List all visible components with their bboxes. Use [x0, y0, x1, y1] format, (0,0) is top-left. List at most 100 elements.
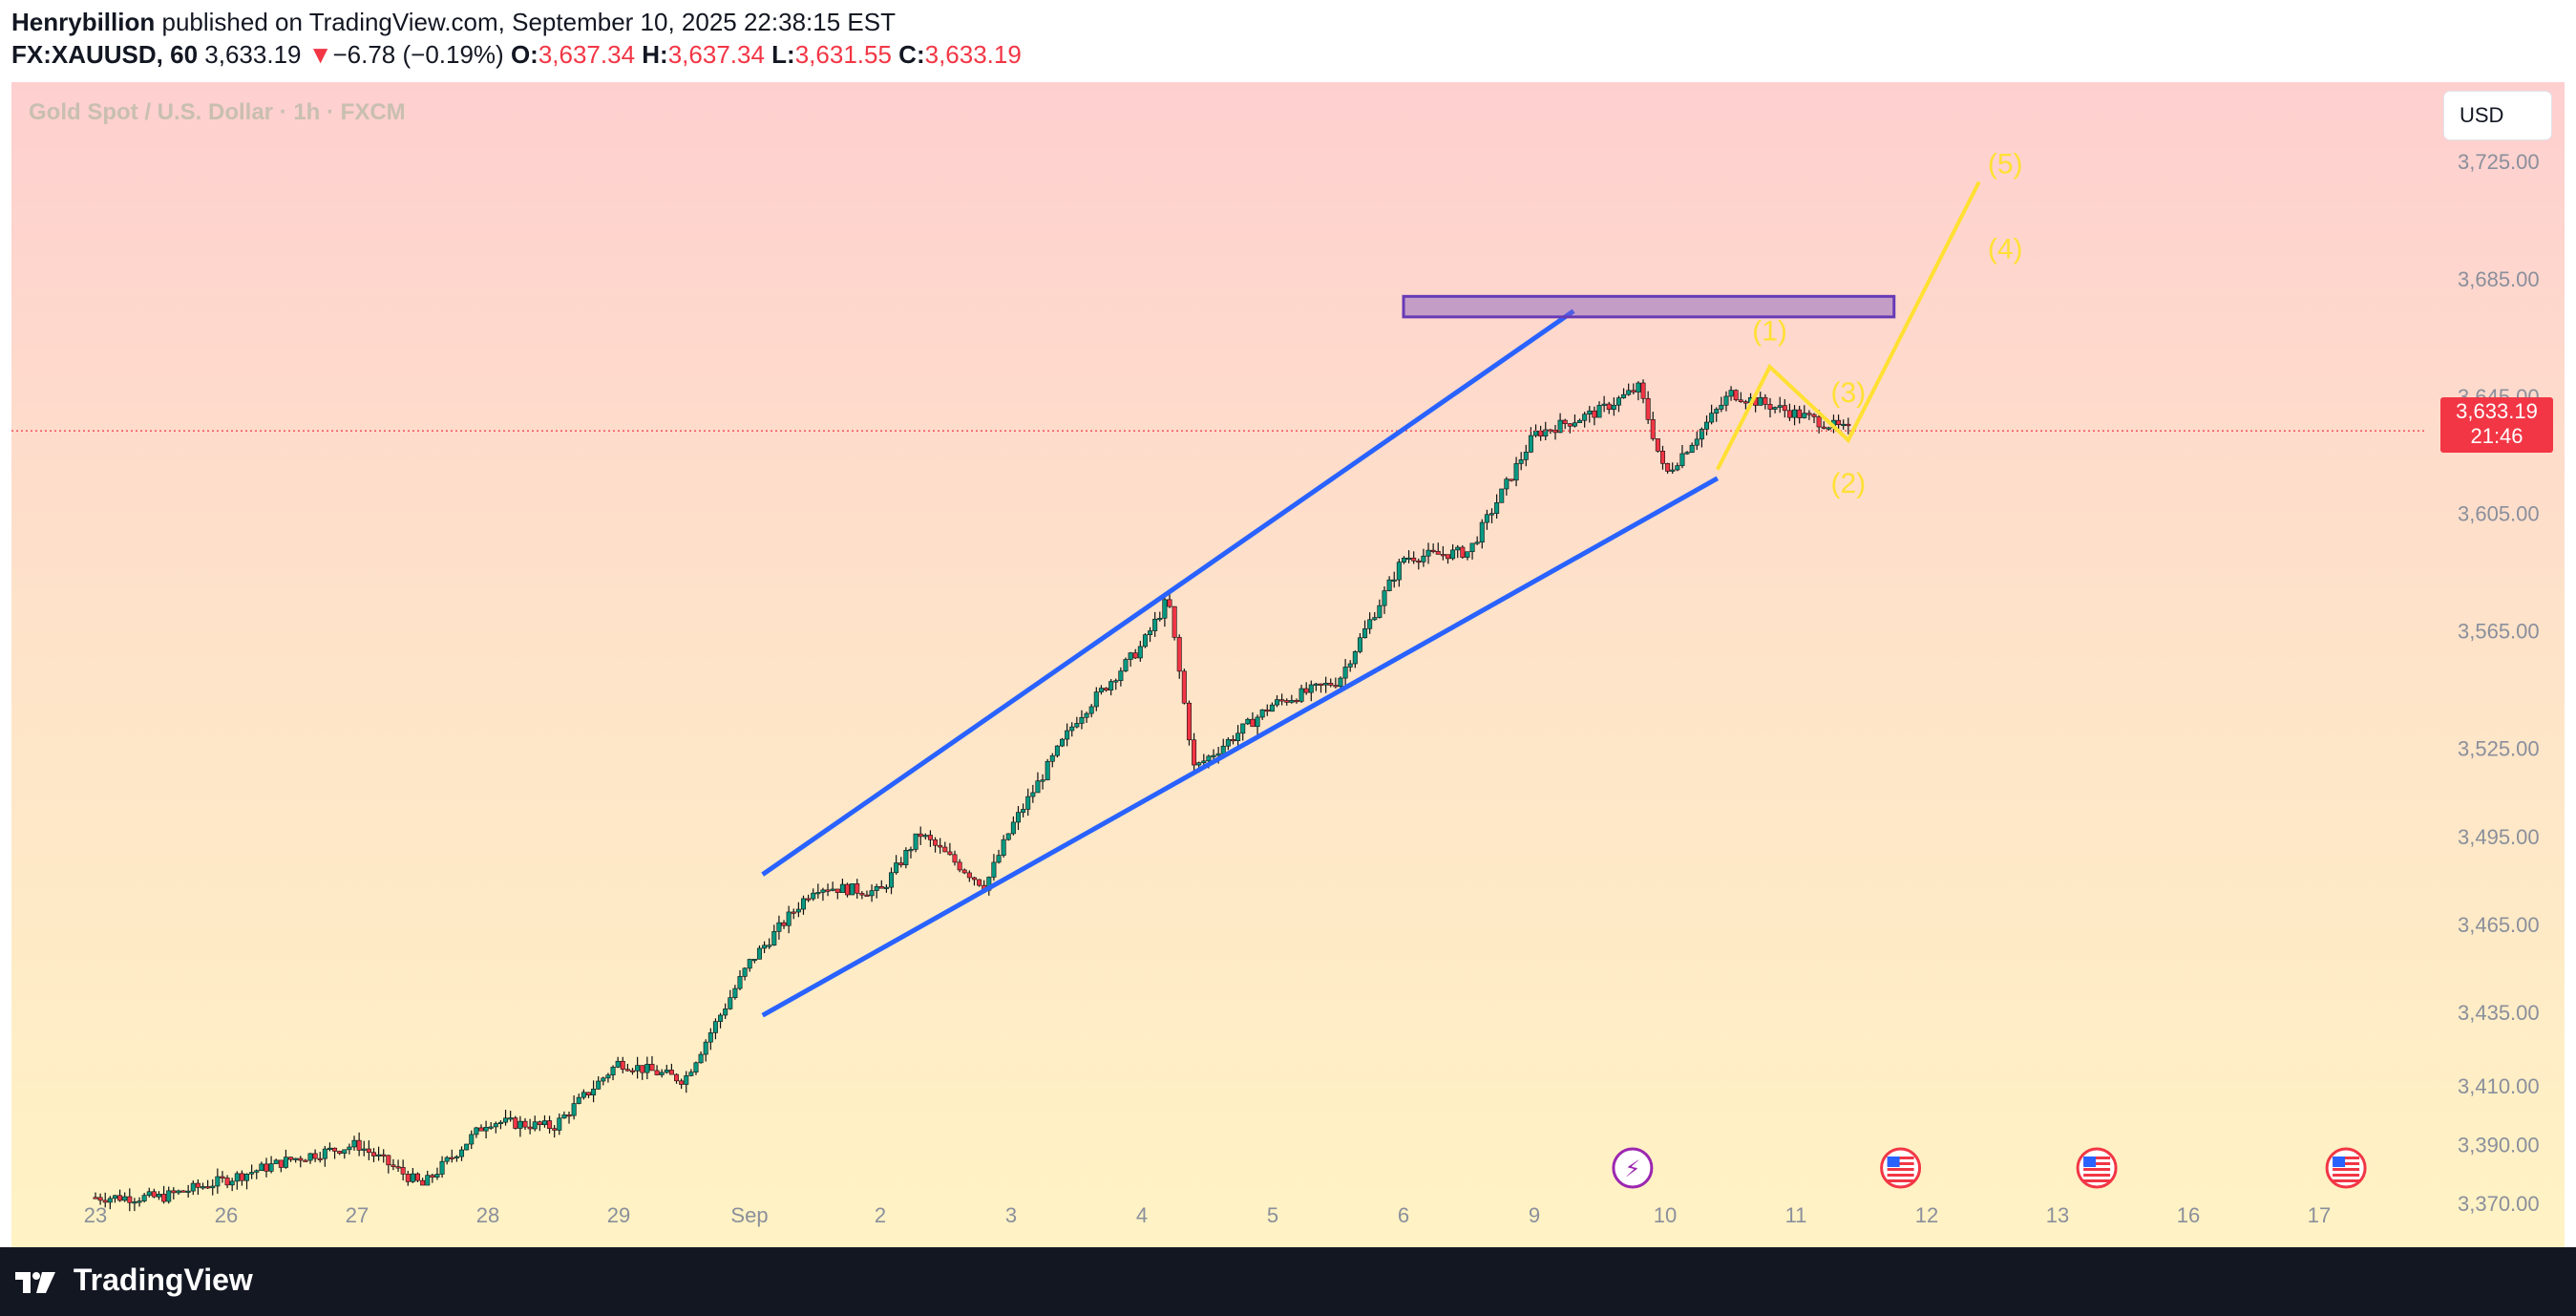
x-tick-label: 9	[1529, 1203, 1540, 1227]
y-tick-label: 3,370.00	[2458, 1192, 2540, 1216]
candle-body	[1001, 838, 1006, 856]
candle-body	[1176, 637, 1182, 672]
candle-body	[503, 1117, 509, 1123]
currency-button[interactable]: USD	[2444, 92, 2551, 139]
candle-body	[215, 1176, 221, 1187]
ohlc-legend: FX:XAUUSD, 60 3,633.19 ▼−6.78 (−0.19%) O…	[11, 40, 1022, 70]
candle-body	[1386, 579, 1392, 591]
y-tick-label: 3,435.00	[2458, 1001, 2540, 1025]
x-tick-label: 16	[2177, 1203, 2200, 1227]
candle-body	[889, 872, 895, 888]
candle-body	[541, 1120, 547, 1125]
candle-body	[684, 1075, 689, 1085]
candle-body	[1040, 779, 1045, 782]
low-value: 3,631.55	[794, 40, 892, 69]
price-change: −6.78 (−0.19%)	[332, 40, 504, 69]
candle-body	[1098, 688, 1104, 692]
candle-body	[1592, 410, 1597, 418]
open-label: O:	[510, 40, 538, 69]
y-tick-label: 3,525.00	[2458, 737, 2540, 761]
x-tick-label: 29	[607, 1203, 630, 1227]
candle-body	[478, 1127, 484, 1132]
candle-body	[395, 1166, 401, 1169]
candle-body	[1615, 397, 1621, 406]
candle-body	[605, 1074, 611, 1079]
candle-body	[654, 1070, 660, 1075]
candle-body	[459, 1149, 465, 1157]
candle-body	[1269, 704, 1275, 712]
candle-body	[1772, 407, 1778, 410]
us-flag-icon-canton	[2083, 1157, 2097, 1167]
candle-body	[497, 1121, 503, 1124]
candle-body	[1763, 396, 1768, 405]
candle-body	[698, 1053, 704, 1064]
candle-body	[1065, 730, 1070, 740]
candle-body	[903, 850, 909, 865]
candle-body	[273, 1159, 279, 1164]
us-flag-icon-stripe	[2083, 1162, 2111, 1165]
candle-body	[1128, 652, 1133, 660]
candle-body	[1528, 435, 1533, 453]
tradingview-logo[interactable]: TradingView	[13, 1263, 253, 1298]
candle-body	[141, 1195, 147, 1201]
candle-body	[415, 1173, 421, 1181]
close-value: 3,633.19	[924, 40, 1022, 69]
candle-body	[712, 1021, 718, 1033]
candle-body	[370, 1152, 376, 1157]
candle-body	[845, 883, 851, 896]
candle-body	[1357, 637, 1362, 652]
candle-body	[1084, 712, 1089, 718]
candle-body	[1104, 688, 1109, 690]
candle-body	[640, 1065, 645, 1073]
candle-body	[1626, 390, 1632, 395]
candle-body	[1406, 557, 1412, 561]
candle-body	[1206, 755, 1212, 762]
lightning-icon	[1612, 1147, 1654, 1189]
candle-body	[1113, 680, 1119, 683]
candle-body	[1758, 396, 1763, 406]
candle-body	[878, 885, 884, 889]
candle-body	[1435, 550, 1441, 555]
chart-panel[interactable]: 3,725.003,685.003,645.003,605.003,565.00…	[11, 82, 2565, 1247]
wedge-lower-line	[761, 476, 1720, 1018]
candle-body	[1489, 513, 1495, 516]
candle-body	[249, 1172, 255, 1175]
symbol-label[interactable]: FX:XAUUSD, 60	[11, 40, 199, 69]
x-tick-label: 4	[1136, 1203, 1148, 1227]
candle-body	[376, 1154, 382, 1157]
candle-body	[317, 1157, 323, 1160]
candle-body	[293, 1157, 299, 1160]
candle-body	[1401, 557, 1406, 562]
candle-body	[1196, 762, 1202, 766]
wave-label: (5)	[1988, 148, 2023, 180]
candle-body	[1211, 754, 1216, 757]
author-name[interactable]: Henrybillion	[11, 8, 156, 36]
candle-body	[664, 1070, 669, 1073]
chart-canvas[interactable]: 3,725.003,685.003,645.003,605.003,565.00…	[11, 82, 2565, 1247]
candle-body	[224, 1178, 230, 1186]
candle-body	[1148, 630, 1153, 635]
candle-body	[1826, 427, 1831, 430]
candle-body	[327, 1147, 332, 1150]
candle-body	[1455, 546, 1461, 551]
candle-body	[693, 1062, 699, 1072]
candle-body	[1518, 459, 1524, 464]
candle-body	[488, 1126, 494, 1129]
candle-body	[405, 1174, 411, 1182]
x-tick-label: 13	[2046, 1203, 2069, 1227]
candle-body	[1811, 414, 1817, 417]
candle-body	[517, 1120, 523, 1129]
x-tick-label: 28	[476, 1203, 499, 1227]
us-flag-icon-stripe	[1887, 1168, 1914, 1171]
candle-body	[1797, 409, 1803, 418]
candle-body	[864, 894, 870, 897]
candle-body	[1499, 488, 1505, 503]
candle-body	[180, 1190, 186, 1193]
footer-bar: TradingView	[0, 1247, 2576, 1316]
candle-body	[1186, 702, 1192, 741]
candle-body	[703, 1041, 708, 1055]
candle-body	[961, 869, 967, 874]
tradingview-logo-icon	[15, 1271, 55, 1293]
candle-body	[971, 877, 977, 881]
candle-body	[927, 835, 933, 840]
